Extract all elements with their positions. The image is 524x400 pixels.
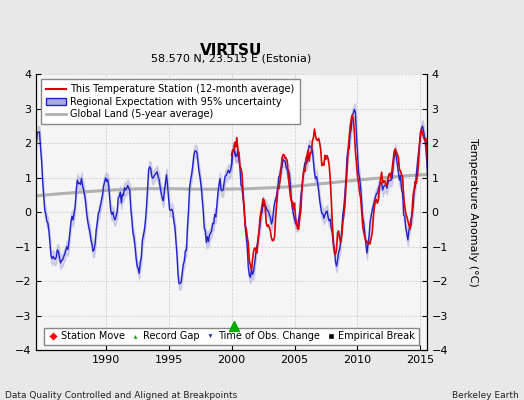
Text: Data Quality Controlled and Aligned at Breakpoints: Data Quality Controlled and Aligned at B… [5, 391, 237, 400]
Y-axis label: Temperature Anomaly (°C): Temperature Anomaly (°C) [467, 138, 477, 287]
Text: 58.570 N, 23.515 E (Estonia): 58.570 N, 23.515 E (Estonia) [151, 54, 312, 64]
Title: VIRTSU: VIRTSU [200, 43, 263, 58]
Legend: Station Move, Record Gap, Time of Obs. Change, Empirical Break: Station Move, Record Gap, Time of Obs. C… [44, 328, 419, 345]
Text: Berkeley Earth: Berkeley Earth [452, 391, 519, 400]
